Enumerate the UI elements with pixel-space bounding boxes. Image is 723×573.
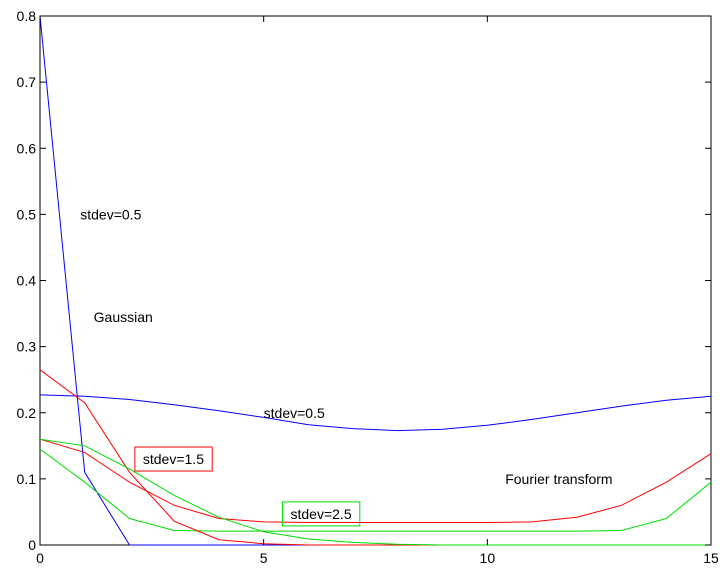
series-layer [39, 15, 712, 546]
annotation-label: stdev=0.5 [80, 206, 141, 222]
annotation-layer: stdev=0.5 Gaussian stdev=0.5 stdev=1.5 Fouri… [80, 206, 613, 527]
y-tick-label: 0.3 [17, 339, 37, 355]
annotation-label: Gaussian [94, 309, 153, 325]
series-line-6 [39, 438, 711, 546]
annotation-label: Fourier transform [505, 471, 612, 487]
annotation-box [134, 446, 213, 472]
y-tick-label: 0.4 [17, 273, 37, 289]
annotation-label: stdev=2.5 [291, 506, 352, 522]
plot-area [39, 15, 712, 546]
annotation-label: stdev=0.5 [264, 405, 325, 421]
x-tick-label: 10 [480, 550, 496, 566]
x-tick-label: 15 [703, 550, 719, 566]
y-tick-label: 0.6 [17, 140, 37, 156]
y-tick-label: 0.5 [17, 206, 37, 222]
annotation-box [282, 501, 361, 527]
tick-layer: 0 5 10 15 0 0.1 0.2 0.3 0.4 0.5 0.6 0.7 0.8 [17, 8, 719, 566]
y-tick-label: 0 [28, 537, 36, 553]
y-tick-label: 0.8 [17, 8, 37, 24]
y-tick-label: 0.1 [17, 471, 37, 487]
x-tick-label: 0 [36, 550, 44, 566]
y-tick-label: 0.7 [17, 74, 37, 90]
series-line-4 [39, 394, 712, 432]
series-line-3 [39, 448, 712, 532]
y-tick-label: 0.2 [17, 405, 37, 421]
x-tick-label: 5 [260, 550, 268, 566]
series-line-2 [39, 438, 712, 523]
annotation-label: stdev=1.5 [143, 451, 204, 467]
